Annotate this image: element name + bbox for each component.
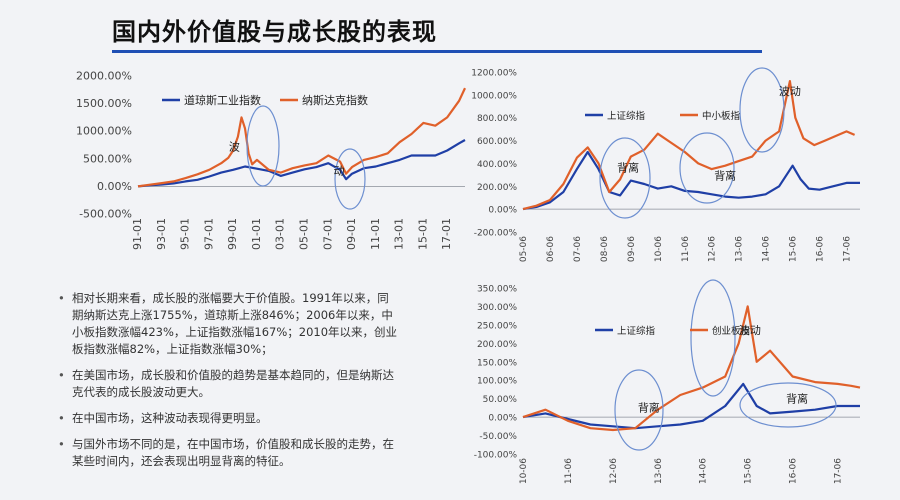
x-tick-label: 95-01 [179, 218, 192, 250]
highlight-ellipse [690, 279, 736, 397]
y-tick-label: 1500.00% [76, 97, 132, 110]
y-tick-label: -50.00% [479, 432, 517, 442]
x-tick-label: 14-06 [699, 458, 709, 484]
chart-shanghai-chinext: -100.00% -50.00% 0.00% 50.00% 100.00% 150.00%… [474, 279, 861, 484]
x-tick-label: 03-01 [274, 218, 287, 250]
y-tick-label: 250.00% [477, 321, 517, 331]
y-tick-label: 0.00% [488, 414, 517, 424]
legend-label: 上证综指 [607, 110, 646, 122]
highlight-ellipse [739, 382, 837, 428]
title-rule [112, 50, 762, 53]
x-tick-label: 11-06 [564, 458, 574, 484]
x-tick-label: 12-06 [708, 236, 718, 262]
highlight-ellipse [334, 148, 366, 210]
legend-label: 道琼斯工业指数 [184, 93, 261, 107]
y-tick-label: 0.00% [488, 206, 517, 216]
series-line-blue [522, 382, 860, 430]
x-tick-label: 16-06 [789, 458, 799, 484]
y-tick-label: 1200.00% [471, 69, 517, 79]
highlight-ellipse [599, 137, 651, 219]
y-tick-label: 200.00% [477, 183, 517, 193]
x-tick-label: 15-06 [744, 458, 754, 484]
annotation-label: 波动 [739, 324, 761, 337]
y-tick-label: 50.00% [483, 395, 518, 405]
bullet-item: 与国外市场不同的是，在中国市场，价值股和成长股的走势，在某些时间内，还会表现出明… [58, 436, 398, 470]
x-tick-label: 16-06 [816, 236, 826, 262]
x-tick-label: 13-06 [654, 458, 664, 484]
bullet-item: 在中国市场，这种波动表现得更明显。 [58, 410, 398, 427]
highlight-ellipse [246, 105, 280, 187]
y-tick-label: 600.00% [477, 137, 517, 147]
x-tick-label: 09-06 [627, 236, 637, 262]
y-tick-label: 0.00% [97, 180, 132, 193]
x-tick-label: 10-06 [519, 458, 529, 484]
x-tick-label: 99-01 [226, 218, 239, 250]
x-tick-label: 97-01 [202, 218, 215, 250]
x-tick-label: 09-01 [345, 218, 358, 250]
x-tick-label: 17-06 [834, 458, 844, 484]
y-tick-label: 1000.00% [76, 125, 132, 138]
x-tick-label: 07-06 [573, 236, 583, 262]
x-tick-label: 15-01 [416, 218, 429, 250]
x-tick-label: 11-01 [369, 218, 382, 250]
highlight-ellipse [614, 369, 664, 451]
series-line-blue [522, 150, 860, 211]
y-tick-label: 400.00% [477, 160, 517, 170]
x-tick-label: 17-06 [843, 236, 853, 262]
y-tick-label: 500.00% [83, 152, 132, 165]
bullet-item: 在美国市场，成长股和价值股的趋势是基本趋同的，但是纳斯达克代表的成长股波动更大。 [58, 367, 398, 401]
annotation-label: 背离 [714, 168, 736, 182]
series-line-blue [137, 139, 466, 188]
x-tick-label: 05-01 [297, 218, 310, 250]
x-tick-label: 15-06 [789, 236, 799, 262]
series-line-orange [522, 305, 861, 432]
annotation-label: 波动 [779, 85, 801, 98]
y-tick-label: 300.00% [477, 303, 517, 313]
series-line-orange [522, 80, 856, 211]
x-tick-label: 08-06 [600, 236, 610, 262]
chart-us-dow-nasdaq: -500.00% 0.00% 500.00% 1000.00% 1500.00% 2000… [76, 70, 466, 250]
annotation-label: 波 [229, 141, 240, 154]
highlight-ellipse [739, 67, 785, 153]
x-tick-label: 13-01 [393, 218, 406, 250]
y-tick-label: 150.00% [477, 358, 517, 368]
x-tick-label: 14-06 [762, 236, 772, 262]
x-tick-label: 05-06 [519, 236, 529, 262]
legend-label: 纳斯达克指数 [302, 93, 368, 107]
y-tick-label: 100.00% [477, 377, 517, 387]
y-tick-label: 350.00% [477, 285, 517, 295]
x-tick-label: 91-01 [131, 218, 144, 250]
x-tick-label: 11-06 [681, 236, 691, 262]
x-tick-label: 10-06 [654, 236, 664, 262]
x-tick-label: 12-06 [609, 458, 619, 484]
y-tick-label: 1000.00% [471, 91, 517, 101]
annotation-label: 背离 [638, 401, 660, 415]
x-tick-label: 07-01 [321, 218, 334, 250]
legend-label: 上证综指 [617, 325, 656, 337]
x-tick-label: 13-06 [735, 236, 745, 262]
bullet-list: 相对长期来看，成长股的涨幅要大于价值股。1991年以来，同期纳斯达克上涨1755… [58, 290, 398, 479]
x-tick-label: 01-01 [250, 218, 263, 250]
highlight-ellipse [679, 132, 735, 204]
x-tick-label: 17-01 [440, 218, 453, 250]
y-tick-label: 200.00% [477, 340, 517, 350]
annotation-label: 动 [333, 164, 344, 177]
legend-label: 创业板指 [712, 325, 751, 337]
series-line-orange [137, 87, 466, 188]
y-tick-label: 800.00% [477, 114, 517, 124]
y-tick-label: -100.00% [474, 451, 518, 461]
annotation-label: 背离 [617, 160, 639, 174]
y-tick-label: -200.00% [474, 229, 518, 239]
y-tick-label: 2000.00% [76, 70, 132, 83]
chart-shanghai-sme: -200.00% 0.00% 200.00% 400.00% 600.00% 800.00… [471, 67, 860, 262]
y-tick-label: -500.00% [79, 208, 132, 221]
x-tick-label: 06-06 [546, 236, 556, 262]
annotation-label: 背离 [786, 391, 808, 405]
legend-label: 中小板指 [702, 110, 741, 122]
slide-title: 国内外价值股与成长股的表现 [112, 18, 437, 46]
x-tick-label: 93-01 [155, 218, 168, 250]
bullet-item: 相对长期来看，成长股的涨幅要大于价值股。1991年以来，同期纳斯达克上涨1755… [58, 290, 398, 358]
